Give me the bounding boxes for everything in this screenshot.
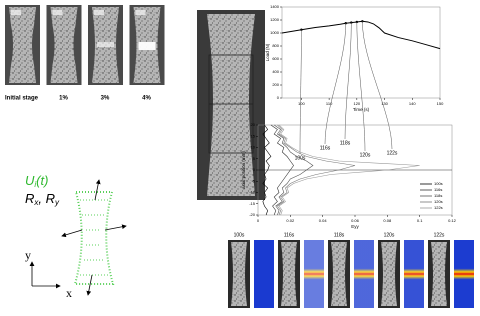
map-photo — [281, 242, 297, 306]
y-tick-label: 0 — [253, 167, 256, 172]
strain-map — [454, 240, 474, 308]
x-tick-label: 150 — [437, 101, 444, 106]
strain-map — [304, 240, 324, 308]
r-label: Rx, Ry — [25, 191, 60, 207]
strain-line — [276, 124, 356, 216]
legend-label: 100s — [434, 181, 443, 186]
strain-maps: 100s 116s 118s 120s 122s — [228, 232, 474, 308]
y-tick-label: 10 — [251, 145, 256, 150]
y-tick-label: 20 — [251, 122, 256, 127]
x-tick-label: 140 — [409, 101, 416, 106]
x-tick-label: 0.1 — [417, 218, 423, 223]
time-annotation: 116s — [320, 145, 331, 151]
band — [97, 42, 114, 47]
x-tick-label: 0.02 — [286, 218, 295, 223]
map-photo — [331, 242, 347, 306]
strain-map — [254, 240, 274, 308]
y-tick-label: 600 — [272, 56, 279, 61]
x-tick-label: 100 — [298, 101, 305, 106]
specimen — [50, 7, 78, 83]
legend-label: 122s — [434, 205, 443, 210]
x-tick-label: 0 — [257, 218, 260, 223]
y-tick-label: -10 — [249, 190, 256, 195]
band — [138, 42, 156, 50]
axis-y-label: y — [25, 248, 31, 262]
x-tick-label: 0.04 — [319, 218, 328, 223]
x-tick-label: 120 — [353, 101, 360, 106]
highlight — [94, 10, 104, 15]
x-tick-label: 0.12 — [448, 218, 457, 223]
stage-label: Initial stage — [5, 96, 39, 102]
stage-label: 3% — [101, 96, 110, 102]
connector — [362, 21, 393, 150]
y-tick-label: 1400 — [270, 4, 280, 9]
map-label: 116s — [284, 232, 295, 238]
connector — [344, 22, 352, 140]
time-annotation: 120s — [360, 152, 371, 158]
map-label: 100s — [234, 232, 245, 238]
map-photo — [431, 242, 447, 306]
y-axis-title: axial position (mm) — [241, 151, 246, 189]
bc-diagram: Ui(t) Rx, Ry y x — [25, 173, 127, 300]
stage-label: 1% — [59, 96, 68, 102]
legend-label: 120s — [434, 199, 443, 204]
y-tick-label: -20 — [249, 212, 256, 217]
y-tick-label: 15 — [251, 133, 256, 138]
map-label: 122s — [434, 232, 445, 238]
strain-line — [270, 124, 294, 216]
time-annotation: 118s — [340, 140, 351, 146]
strain-line — [273, 124, 314, 216]
u-label: Ui(t) — [25, 173, 48, 189]
y-tick-label: -15 — [249, 201, 256, 206]
axis-x-label: x — [66, 286, 72, 300]
connector — [324, 23, 347, 145]
y-tick-label: -5 — [251, 178, 255, 183]
x-axis-title: Time (s) — [353, 107, 370, 112]
specimen-photos: Initial stage 1% 3% 4% — [5, 5, 165, 102]
load-line — [281, 20, 441, 50]
x-axis-title: Eyy — [351, 224, 359, 229]
highlight — [11, 10, 21, 15]
map-photo — [381, 242, 397, 306]
specimen — [9, 7, 36, 83]
y-tick-label: 1200 — [270, 17, 280, 22]
y-tick-label: 200 — [272, 82, 279, 87]
central-photo — [197, 10, 265, 200]
y-tick-label: 400 — [272, 69, 279, 74]
y-tick-label: 800 — [272, 43, 279, 48]
connector — [299, 29, 302, 155]
legend-label: 118s — [434, 193, 442, 198]
highlight — [52, 10, 63, 15]
x-tick-label: 110 — [326, 101, 333, 106]
x-tick-label: 130 — [381, 101, 388, 106]
time-marker — [350, 21, 353, 24]
plot-area — [281, 6, 441, 99]
legend-label: 116s — [434, 187, 442, 192]
strain-line — [278, 124, 420, 216]
y-tick-label: 5 — [253, 156, 256, 161]
time-annotation: 122s — [387, 150, 398, 156]
map-photo — [231, 242, 247, 306]
map-label: 120s — [384, 232, 395, 238]
connector — [356, 21, 366, 152]
highlight — [135, 10, 146, 15]
y-axis-title: Load (N) — [265, 43, 270, 61]
x-tick-label: 0.06 — [351, 218, 360, 223]
strain-line — [262, 124, 272, 216]
stage-label: 4% — [142, 96, 151, 102]
y-tick-label: 0 — [277, 95, 280, 100]
x-tick-label: 0.08 — [383, 218, 392, 223]
load-chart: 0 200 400 600 800 1000 1200 1400 100 110 120 130 140… — [265, 4, 444, 155]
strain-map — [404, 240, 424, 308]
y-tick-label: 1000 — [270, 30, 280, 35]
strain-map — [354, 240, 374, 308]
map-label: 118s — [334, 232, 345, 238]
